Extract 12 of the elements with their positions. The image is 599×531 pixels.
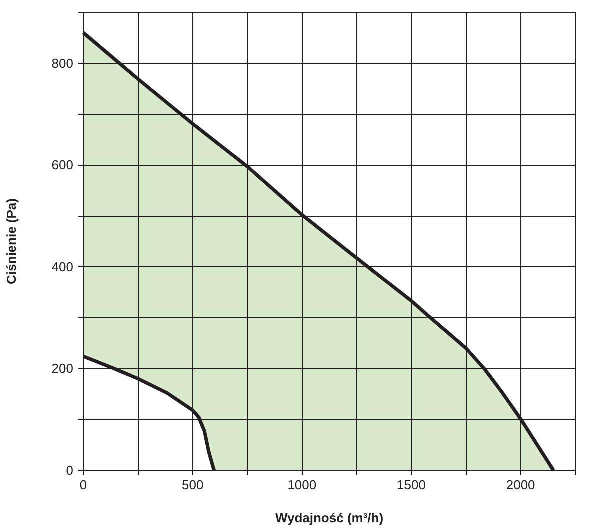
y-tick-label: 600: [52, 158, 74, 173]
x-tick-label: 1000: [288, 478, 317, 492]
y-tick-label: 0: [66, 463, 74, 478]
x-tick-label: 0: [80, 478, 88, 492]
x-axis-title: Wydajność (m³/h): [275, 510, 384, 526]
y-tick-label: 400: [52, 259, 74, 274]
x-tick-label: 2000: [506, 478, 536, 492]
x-tick-label: 1500: [397, 478, 426, 492]
y-tick-label: 800: [52, 56, 74, 71]
x-tick-label: 500: [182, 478, 204, 492]
y-tick-label: 200: [52, 361, 74, 376]
y-axis-title: Ciśnienie (Pa): [4, 198, 19, 284]
